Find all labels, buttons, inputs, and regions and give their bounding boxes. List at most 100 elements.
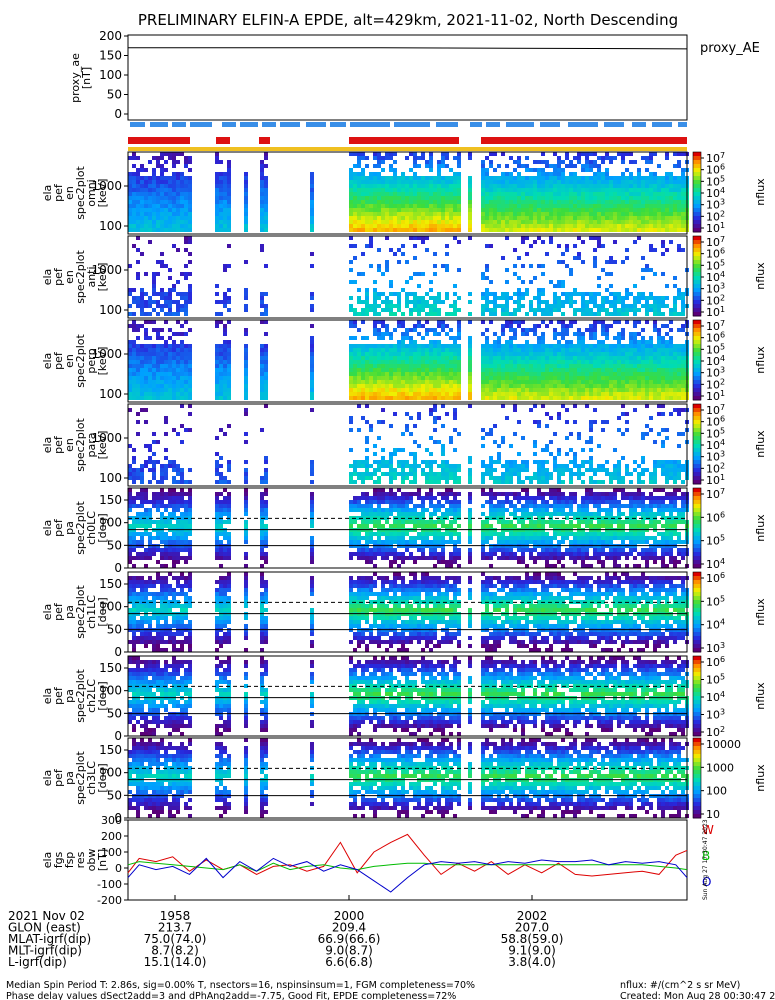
spectrogram-cell xyxy=(184,188,188,192)
spectrogram-cell xyxy=(377,436,381,440)
spectrogram-cell xyxy=(605,384,609,388)
spectrogram-cell xyxy=(445,152,449,156)
spectrogram-cell xyxy=(132,476,136,480)
spectrogram-cell xyxy=(168,276,172,280)
spectrogram-cell xyxy=(485,468,489,472)
spectrogram-cell xyxy=(164,472,168,476)
spectrogram-cell xyxy=(589,180,593,184)
spectrogram-cell xyxy=(365,368,369,372)
spectrogram-cell xyxy=(645,264,649,268)
spectrogram-cell xyxy=(485,212,489,216)
spectrogram-cell xyxy=(657,376,661,380)
spectrogram-cell xyxy=(393,204,397,208)
spectrogram-cell xyxy=(453,228,457,232)
spectrogram-cell xyxy=(593,248,597,252)
spectrogram-cell xyxy=(136,372,140,376)
spectrogram-cell xyxy=(132,456,136,460)
spectrogram-cell xyxy=(389,280,393,284)
spectrogram-cell xyxy=(505,184,509,188)
spectrogram-cell xyxy=(365,472,369,476)
spectrogram-cell xyxy=(180,212,184,216)
spectrogram-cell xyxy=(517,300,521,304)
spectrogram-cell xyxy=(669,220,673,224)
spectrogram-cell xyxy=(597,364,601,368)
spectrogram-cell xyxy=(581,464,585,468)
spectrogram-cell xyxy=(669,188,673,192)
spectrogram-cell xyxy=(481,212,485,216)
spectrogram-cell xyxy=(541,216,545,220)
spectrogram-cell xyxy=(349,428,353,432)
spectrogram-cell xyxy=(389,388,393,392)
spectrogram-cell xyxy=(365,288,369,292)
spectrogram-cell xyxy=(449,168,453,172)
spectrogram-cell xyxy=(605,312,609,316)
spectrogram-cell xyxy=(493,196,497,200)
spectrogram-cell xyxy=(645,312,649,316)
spectrogram-cell xyxy=(433,300,437,304)
spectrogram-cell xyxy=(381,292,385,296)
spectrogram-cell xyxy=(188,384,192,388)
spectrogram-cell xyxy=(565,344,569,348)
spectrogram-cell xyxy=(264,332,268,336)
spectrogram-cell xyxy=(357,296,361,300)
spectrogram-cell xyxy=(369,228,373,232)
spectrogram-cell xyxy=(593,420,597,424)
spectrogram-cell xyxy=(405,216,409,220)
spectrogram-cell xyxy=(625,396,629,400)
pitch-angle-cell xyxy=(140,496,144,500)
spectrogram-cell xyxy=(160,228,164,232)
spectrogram-cell xyxy=(393,220,397,224)
spectrogram-cell xyxy=(653,196,657,200)
spectrogram-cell xyxy=(385,184,389,188)
spectrogram-cell xyxy=(609,368,613,372)
pitch-angle-cell xyxy=(132,548,136,552)
spectrogram-cell xyxy=(385,384,389,388)
pitch-angle-cell xyxy=(144,548,148,552)
spectrogram-cell xyxy=(140,380,144,384)
spectrogram-cell xyxy=(353,380,357,384)
spectrogram-cell xyxy=(637,224,641,228)
spectrogram-cell xyxy=(176,212,180,216)
spectrogram-cell xyxy=(184,308,188,312)
spectrogram-cell xyxy=(665,152,669,156)
spectrogram-cell xyxy=(649,180,653,184)
spectrogram-cell xyxy=(468,380,472,384)
spectrogram-cell xyxy=(144,344,148,348)
spectrogram-cell xyxy=(164,176,168,180)
spectrogram-cell xyxy=(509,320,513,324)
spectrogram-cell xyxy=(369,216,373,220)
spectrogram-cell xyxy=(525,224,529,228)
spectrogram-cell xyxy=(601,428,605,432)
spectrogram-cell xyxy=(164,372,168,376)
status-red-segment xyxy=(259,137,270,144)
spectrogram-cell xyxy=(625,180,629,184)
spectrogram-cell xyxy=(385,380,389,384)
spectrogram-cell xyxy=(533,444,537,448)
spectrogram-cell xyxy=(445,476,449,480)
spectrogram-cell xyxy=(449,472,453,476)
spectrogram-cell xyxy=(140,304,144,308)
spectrogram-cell xyxy=(433,420,437,424)
spectrogram-cell xyxy=(433,228,437,232)
spectrogram-cell xyxy=(389,200,393,204)
spectrogram-cell xyxy=(437,392,441,396)
spectrogram-cell xyxy=(561,216,565,220)
spectrogram-cell xyxy=(429,384,433,388)
pitch-angle-cell xyxy=(140,524,144,528)
spectrogram-cell xyxy=(585,220,589,224)
spectrogram-cell xyxy=(223,360,227,364)
spectrogram-cell xyxy=(645,424,649,428)
spectrogram-cell xyxy=(557,480,561,484)
spectrogram-cell xyxy=(621,188,625,192)
spectrogram-cell xyxy=(677,392,681,396)
spectrogram-cell xyxy=(625,176,629,180)
spectrogram-cell xyxy=(180,352,184,356)
spectrogram-cell xyxy=(505,308,509,312)
spectrogram-cell xyxy=(485,308,489,312)
spectrogram-cell xyxy=(653,188,657,192)
spectrogram-cell xyxy=(353,336,357,340)
spectrogram-cell xyxy=(409,188,413,192)
spectrogram-cell xyxy=(593,300,597,304)
spectrogram-cell xyxy=(629,344,633,348)
spectrogram-cell xyxy=(665,220,669,224)
